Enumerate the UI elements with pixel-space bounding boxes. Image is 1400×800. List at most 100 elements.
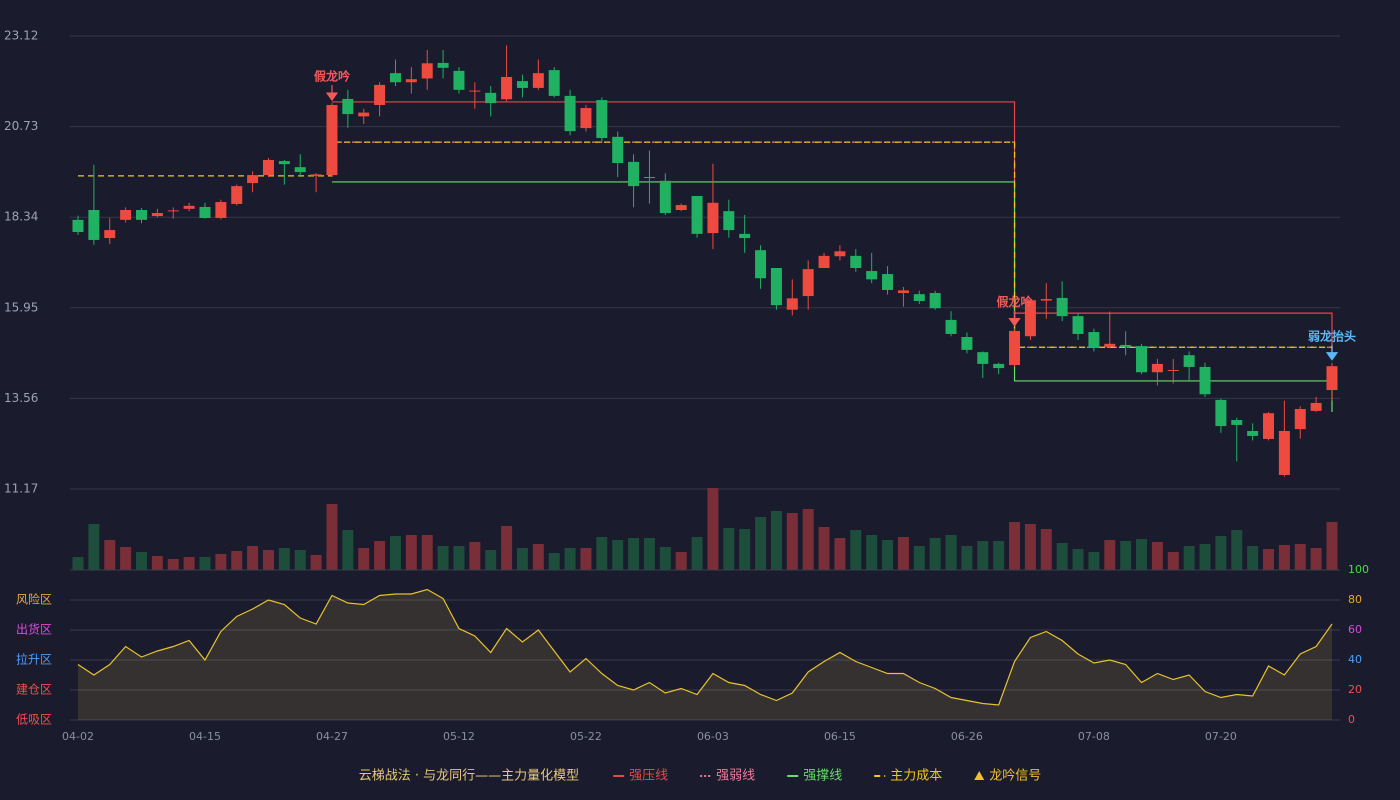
volume-bar <box>199 557 211 570</box>
legend-symbol <box>974 771 985 780</box>
volume-bar <box>151 556 163 570</box>
volume-bar <box>1247 546 1259 570</box>
y-tick-label: 0 <box>1348 713 1355 726</box>
volume-bar <box>866 535 878 570</box>
candle-body <box>1167 369 1179 371</box>
volume-bar <box>437 546 449 570</box>
volume-bar <box>1056 543 1068 570</box>
candle-body <box>516 81 528 88</box>
y-tick-label: 15.95 <box>4 300 38 314</box>
indicator-line <box>331 141 1333 359</box>
candle-body <box>802 269 814 297</box>
volume-bar <box>1310 548 1322 570</box>
volume-bar <box>802 509 814 570</box>
legend-label: 龙吟信号 <box>989 768 1041 784</box>
candle-body <box>1056 297 1068 317</box>
candle-body <box>755 250 767 279</box>
volume-bar <box>1120 541 1132 570</box>
volume-bar <box>961 546 973 570</box>
candle-body <box>183 205 195 209</box>
volume-bar <box>294 550 306 570</box>
x-tick-label: 06-15 <box>824 730 856 743</box>
candle-body <box>866 271 878 280</box>
volume-bar <box>1326 522 1338 570</box>
volume-bar <box>659 547 671 570</box>
candle-body <box>1072 316 1084 334</box>
volume-bar <box>310 555 322 570</box>
candle-body <box>278 161 290 165</box>
signal-label: 假龙吟 <box>997 294 1033 309</box>
volume-bar <box>1263 549 1275 570</box>
y-tick-label: 100 <box>1348 563 1369 576</box>
x-tick-label: 05-12 <box>443 730 475 743</box>
volume-bar <box>358 548 370 570</box>
volume-bar <box>882 540 894 570</box>
volume-bar <box>1294 544 1306 570</box>
y-tick-label: 18.34 <box>4 210 38 224</box>
candle-body <box>501 76 513 100</box>
volume-bar <box>612 540 624 570</box>
candle-body <box>72 219 84 232</box>
indicator-line <box>78 141 1333 359</box>
volume-bar <box>135 552 147 570</box>
volume-bar <box>326 504 338 570</box>
candle-body <box>1310 402 1322 411</box>
volume-bar <box>215 554 227 570</box>
y-tick-label: 20 <box>1348 683 1362 696</box>
volume-bar <box>993 541 1005 570</box>
x-tick-label: 07-08 <box>1078 730 1110 743</box>
y-tick-label: 40 <box>1348 653 1362 666</box>
volume-bar <box>1278 545 1290 570</box>
candle-body <box>469 90 481 92</box>
volume-bar <box>1167 552 1179 570</box>
candle-body <box>167 210 179 212</box>
legend-label: 主力成本 <box>890 769 942 784</box>
candle-body <box>294 167 306 173</box>
candle-body <box>262 159 274 176</box>
volume-bar <box>88 524 100 570</box>
candle-body <box>770 267 782 306</box>
volume-bar <box>1151 542 1163 570</box>
candle-body <box>1247 431 1259 436</box>
candle-body <box>1278 431 1290 475</box>
candle-body <box>1136 346 1148 373</box>
zone-label: 拉升区 <box>16 652 52 667</box>
volume-bar <box>834 538 846 570</box>
oscillator-area <box>78 589 1332 720</box>
volume-bar <box>1104 540 1116 570</box>
legend-title: 云梯战法 · 与龙同行——主力量化模型 <box>359 769 579 784</box>
candle-body <box>1199 366 1211 395</box>
signal-label: 弱龙抬头 <box>1308 328 1356 343</box>
candle-body <box>913 294 925 301</box>
volume-bar <box>675 552 687 570</box>
candle-body <box>993 363 1005 369</box>
candle-body <box>612 136 624 163</box>
volume-bar <box>389 536 401 570</box>
indicator-line <box>331 181 1333 413</box>
volume-bar <box>120 547 132 570</box>
volume-bar <box>501 526 513 570</box>
candle-body <box>374 84 386 105</box>
volume-bar <box>183 557 195 570</box>
zone-label: 低吸区 <box>16 713 52 727</box>
volume-bar <box>278 548 290 570</box>
volume-bar <box>1072 549 1084 570</box>
x-tick-label: 07-20 <box>1205 730 1237 743</box>
volume-bar <box>516 548 528 570</box>
volume-bar <box>1183 546 1195 570</box>
candle-body <box>151 213 163 217</box>
candle-body <box>532 73 544 88</box>
candle-body <box>135 209 147 220</box>
volume-bar <box>580 548 592 570</box>
volume-bar <box>104 540 116 570</box>
volume-bar <box>628 538 640 570</box>
candle-body <box>88 209 100 240</box>
candle-body <box>580 108 592 129</box>
legend-label: 强压线 <box>629 769 668 784</box>
y-tick-label: 20.73 <box>4 119 38 133</box>
y-tick-label: 60 <box>1348 623 1362 636</box>
volume-bar <box>374 541 386 570</box>
volume-bar <box>818 527 830 570</box>
